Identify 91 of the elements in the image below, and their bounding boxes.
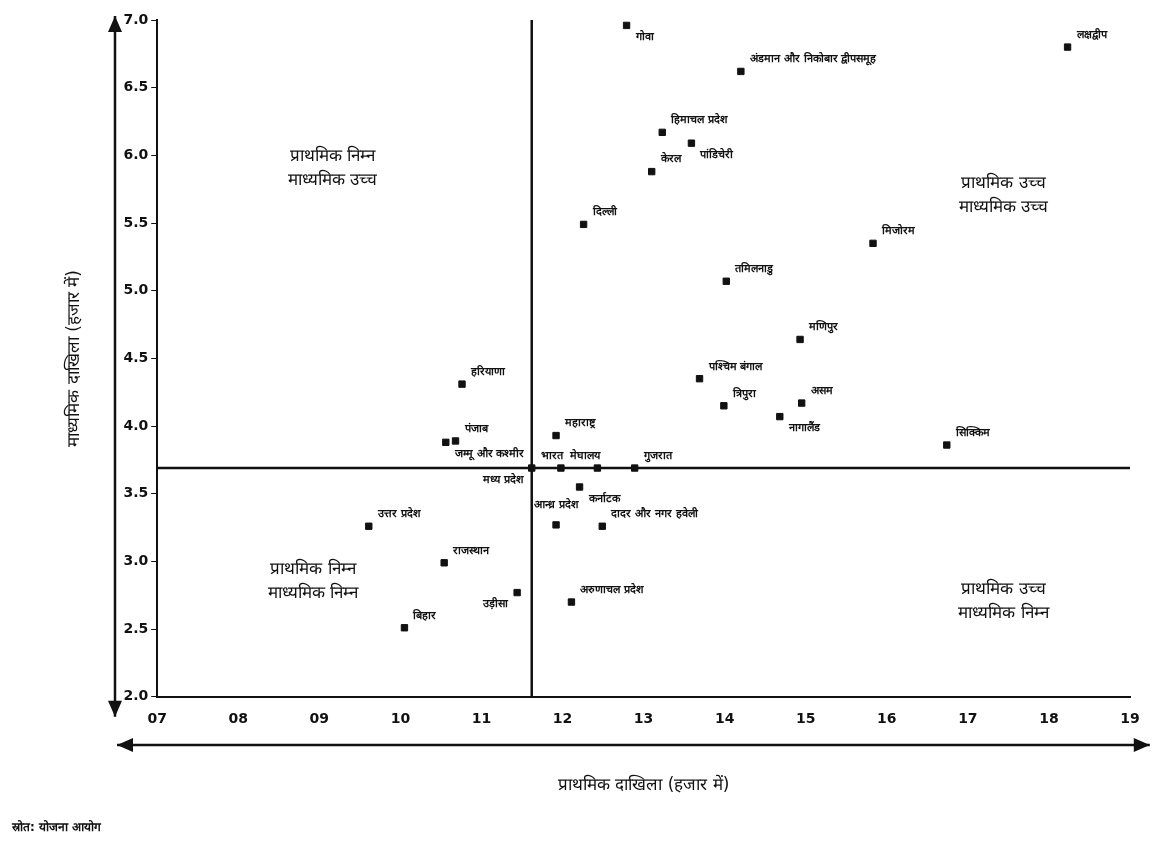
- annotation: अरुणाचल प्रदेश: [580, 581, 645, 596]
- annotation: उड़ीसा: [482, 596, 510, 611]
- annotation: मध्य प्रदेश: [481, 471, 524, 486]
- x-tick-label: 17: [958, 709, 978, 726]
- annotation: मेघालय: [568, 447, 601, 462]
- x-axis-title: प्राथमिक दाखिला (हजार में): [557, 774, 730, 795]
- point: [552, 431, 560, 440]
- annotation: महाराष्ट्र: [564, 416, 597, 430]
- annotation: प्राथमिक उच्च माध्यमिक निम्न: [958, 578, 1050, 623]
- x-tick-label: 10: [390, 709, 411, 726]
- x-tick-label: 16: [877, 709, 897, 726]
- point: [567, 598, 576, 606]
- annotation: कर्नाटक: [587, 490, 621, 505]
- x-tick-label: 19: [1120, 709, 1140, 726]
- annotation: पश्चिम बंगाल: [707, 358, 764, 373]
- annotation: भारत: [540, 448, 564, 462]
- y-tick-label: 4.5: [123, 349, 149, 366]
- point: [575, 483, 584, 491]
- annotation: नागालैंड: [787, 420, 821, 435]
- point: [598, 522, 606, 530]
- x-tick-label: 08: [228, 709, 249, 726]
- point: [798, 399, 806, 407]
- annotation: हरियाणा: [470, 363, 507, 378]
- y-tick-label: 3.5: [123, 484, 149, 501]
- point: [695, 375, 704, 383]
- point: [1063, 43, 1072, 51]
- point: [513, 588, 521, 597]
- x-tick-label: 18: [1039, 709, 1059, 726]
- annotation: बिहार: [412, 607, 437, 622]
- point: [400, 624, 409, 632]
- annotation: केरल: [659, 151, 682, 166]
- annotation: मणिपुर: [808, 319, 839, 335]
- x-tick-label: 11: [471, 709, 492, 726]
- point: [365, 522, 373, 530]
- annotation: उत्तर प्रदेश: [376, 506, 421, 521]
- point: [631, 464, 639, 472]
- annotation: प्राथमिक निम्न माध्यमिक उच्च: [287, 145, 379, 190]
- x-tick-label: 12: [552, 709, 573, 726]
- annotation: राजस्थान: [452, 543, 491, 557]
- point: [557, 464, 565, 472]
- annotation: हिमाचल प्रदेश: [670, 112, 729, 127]
- point: [458, 380, 466, 388]
- point: [579, 220, 588, 229]
- y-axis-title: माध्यमिक दाखिला (हजार में): [62, 270, 83, 447]
- point: [451, 437, 460, 445]
- y-tick-label: 6.5: [123, 78, 149, 95]
- point: [648, 167, 656, 176]
- y-tick-label: 5.0: [123, 281, 149, 298]
- annotation: आन्ध्र प्रदेश: [534, 496, 579, 511]
- point: [796, 335, 804, 344]
- annotation: दादर और नगर हवेली: [610, 506, 699, 521]
- text: स्रोत: योजना आयोग: [12, 819, 102, 835]
- annotation: पांडिचेरी: [699, 147, 735, 162]
- point: [622, 21, 631, 30]
- point: [440, 559, 448, 567]
- annotation: मिजोरम: [881, 223, 916, 238]
- x-tick-label: 14: [714, 709, 735, 726]
- annotation: दिल्ली: [591, 204, 618, 219]
- y-tick-label: 5.5: [123, 213, 149, 230]
- annotation: लक्षद्वीप: [1075, 26, 1108, 41]
- y-tick-label: 2.5: [123, 619, 149, 636]
- x-tick-label: 13: [633, 709, 654, 726]
- x-tick-label: 07: [147, 709, 167, 726]
- point: [722, 277, 730, 285]
- point: [943, 441, 951, 449]
- y-tick-label: 3.0: [123, 552, 149, 569]
- annotation: प्राथमिक उच्च माध्यमिक उच्च: [958, 172, 1050, 217]
- point: [658, 128, 666, 137]
- point: [552, 521, 560, 529]
- annotation: तमिलनाडु: [734, 261, 775, 277]
- x-tick-label: 15: [795, 709, 816, 726]
- point: [776, 412, 784, 421]
- annotation: पंजाब: [463, 421, 489, 435]
- annotation: अंडमान और निकोबार द्वीपसमूह: [749, 51, 878, 67]
- point: [869, 239, 877, 248]
- point: [737, 67, 745, 76]
- annotation: गोवा: [634, 29, 655, 44]
- annotation: प्राथमिक निम्न माध्यमिक निम्न: [267, 558, 360, 603]
- annotation: सिक्किम: [954, 424, 990, 439]
- y-tick-label: 6.0: [123, 146, 149, 162]
- annotation: गुजरात: [642, 448, 673, 463]
- y-tick-label: 7.0: [123, 10, 149, 27]
- x-tick-label: 09: [309, 709, 330, 726]
- point: [687, 139, 696, 147]
- y-tick-label: 2.0: [123, 687, 149, 704]
- annotation: असम: [810, 383, 833, 397]
- point: [720, 402, 728, 410]
- point: [442, 438, 450, 447]
- y-tick-label: 4.0: [123, 416, 149, 433]
- annotation: जम्मू और कश्मीर: [453, 446, 525, 462]
- annotation: त्रिपुरा: [731, 385, 757, 401]
